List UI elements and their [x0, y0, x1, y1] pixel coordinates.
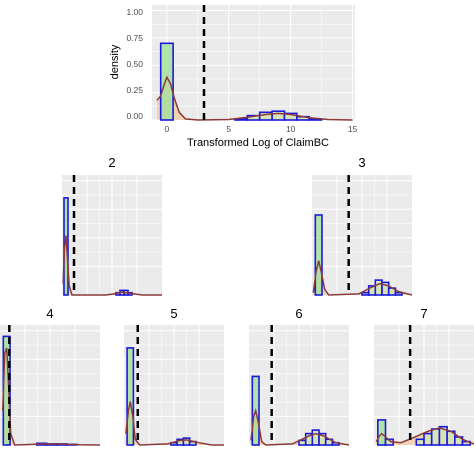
- panel-main: 1.00 0.75 0.50 0.25 0.00 density 0 5 10 …: [109, 5, 358, 149]
- panel-5: 5: [124, 306, 224, 446]
- panel-7: 7: [374, 306, 474, 446]
- y-tick-label: 0.75: [126, 33, 143, 43]
- histogram-bar: [182, 437, 191, 446]
- density-curve: [125, 401, 224, 446]
- panel-6: 6: [249, 306, 350, 446]
- histogram-bar: [423, 432, 433, 446]
- histogram-bar: [271, 110, 286, 121]
- histogram-bar: [126, 347, 135, 446]
- panel-3-gridlines: [312, 175, 412, 295]
- panel-main-marks: [156, 5, 353, 121]
- panel-2-gridlines: [62, 175, 162, 295]
- panel-2: 2: [62, 155, 163, 296]
- y-tick-label: 0.00: [126, 111, 143, 121]
- density-curve: [62, 235, 162, 296]
- density-curve: [250, 407, 350, 446]
- histogram-bar: [415, 438, 425, 446]
- density-area: [157, 77, 353, 120]
- histogram-bar: [361, 291, 370, 296]
- density-curve: [312, 260, 413, 296]
- histogram-bar: [394, 291, 403, 296]
- panel-title: 3: [358, 155, 365, 170]
- histogram-bar: [314, 214, 323, 296]
- x-tick-label: 5: [226, 124, 231, 134]
- x-tick-label: 0: [165, 124, 170, 134]
- density-curve: [1, 347, 101, 446]
- panel-title: 4: [46, 306, 53, 321]
- panel-main-x-axis: 0 5 10 15 Transformed Log of ClaimBC: [165, 124, 358, 149]
- panel-6-marks: [250, 325, 350, 446]
- x-tick-label: 10: [286, 124, 296, 134]
- panel-6-gridlines: [249, 325, 349, 445]
- histogram-bar: [374, 279, 383, 296]
- panel-4: 4: [0, 306, 101, 446]
- density-curve: [375, 427, 474, 445]
- panel-main-gridlines: [152, 5, 355, 121]
- x-axis-title: Transformed Log of ClaimBC: [187, 137, 329, 149]
- density-curve: [156, 75, 353, 121]
- panel-main-y-axis: 1.00 0.75 0.50 0.25 0.00 density: [109, 7, 143, 121]
- panel-main-background: [152, 5, 355, 120]
- panel-7-marks: [375, 325, 474, 446]
- y-tick-label: 0.25: [126, 85, 143, 95]
- panel-3-marks: [312, 175, 413, 296]
- histogram-bar: [159, 42, 174, 121]
- histogram-bar: [430, 428, 441, 446]
- histogram-bar: [311, 429, 320, 446]
- panel-7-gridlines: [374, 325, 474, 445]
- panel-title: 5: [170, 306, 177, 321]
- panel-2-marks: [62, 175, 163, 296]
- panel-4-gridlines: [0, 325, 100, 445]
- panel-4-marks: [1, 325, 101, 446]
- x-tick-label: 15: [348, 124, 358, 134]
- histogram-bar: [376, 419, 387, 446]
- panel-title: 7: [420, 306, 427, 321]
- panel-5-marks: [125, 325, 224, 446]
- y-tick-label: 0.50: [126, 59, 143, 69]
- y-tick-label: 1.00: [126, 7, 143, 17]
- panel-5-gridlines: [124, 325, 224, 445]
- y-axis-title: density: [109, 44, 121, 79]
- panel-title: 6: [295, 306, 302, 321]
- histogram-bar: [298, 439, 307, 446]
- panel-3: 3: [312, 155, 413, 296]
- panel-title: 2: [108, 155, 115, 170]
